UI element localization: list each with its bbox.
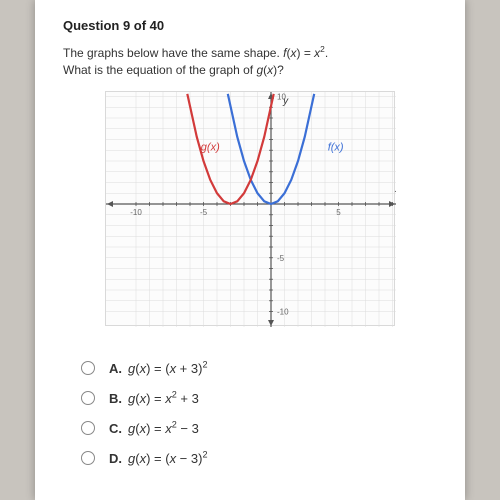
- svg-text:-10: -10: [277, 307, 289, 316]
- graph-panel: -10-551010-5-10xyf(x)g(x): [105, 91, 395, 326]
- option-text: g(x) = x2 − 3: [128, 421, 199, 436]
- svg-text:y: y: [282, 96, 289, 107]
- svg-text:-10: -10: [130, 208, 142, 217]
- graph-svg: -10-551010-5-10xyf(x)g(x): [106, 92, 396, 327]
- radio-icon[interactable]: [81, 451, 95, 465]
- radio-icon[interactable]: [81, 361, 95, 375]
- radio-icon[interactable]: [81, 421, 95, 435]
- prompt-line-2: What is the equation of the graph of g(x…: [63, 63, 284, 77]
- question-page: Question 9 of 40 The graphs below have t…: [35, 0, 465, 500]
- option-text: g(x) = x2 + 3: [128, 391, 199, 406]
- question-prompt: The graphs below have the same shape. f(…: [63, 45, 437, 79]
- svg-text:f(x): f(x): [328, 141, 344, 153]
- answer-option-D[interactable]: D. g(x) = (x − 3)2: [81, 451, 437, 466]
- svg-text:-5: -5: [277, 253, 285, 262]
- option-letter: B.: [109, 391, 122, 406]
- option-letter: D.: [109, 451, 122, 466]
- answer-option-C[interactable]: C. g(x) = x2 − 3: [81, 421, 437, 436]
- option-letter: C.: [109, 421, 122, 436]
- answer-options: A. g(x) = (x + 3)2 B. g(x) = x2 + 3 C. g(x) =…: [63, 361, 437, 466]
- question-header: Question 9 of 40: [63, 18, 437, 33]
- option-text: g(x) = (x + 3)2: [128, 361, 208, 376]
- option-text: g(x) = (x − 3)2: [128, 451, 208, 466]
- radio-icon[interactable]: [81, 391, 95, 405]
- svg-text:g(x): g(x): [201, 141, 220, 153]
- svg-text:-5: -5: [200, 208, 208, 217]
- option-letter: A.: [109, 361, 122, 376]
- svg-text:5: 5: [336, 208, 341, 217]
- answer-option-A[interactable]: A. g(x) = (x + 3)2: [81, 361, 437, 376]
- svg-text:x: x: [394, 184, 396, 195]
- prompt-line-1: The graphs below have the same shape. f(…: [63, 46, 328, 60]
- answer-option-B[interactable]: B. g(x) = x2 + 3: [81, 391, 437, 406]
